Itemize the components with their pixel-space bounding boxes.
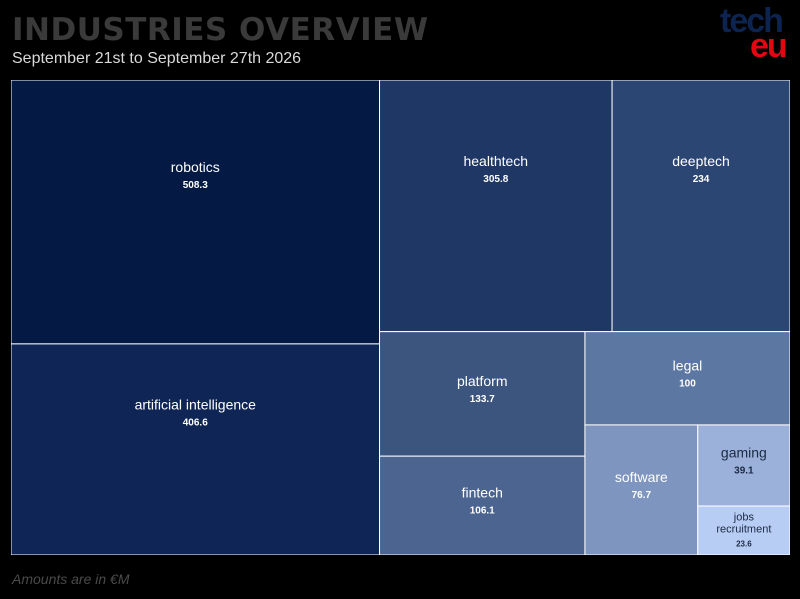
tile-label-jobs-recruitment: recruitment: [716, 524, 771, 536]
tile-label-gaming: gaming: [721, 444, 767, 460]
tile-legal: legal 100: [584, 331, 790, 426]
tile-rect-deeptech: [611, 80, 790, 333]
tile-rect-software: [584, 424, 699, 555]
chart-title: INDUSTRIES OVERVIEW: [12, 12, 429, 48]
tile-label-artificial-intelligence: artificial intelligence: [135, 396, 257, 412]
tile-rect-healthtech: [379, 80, 613, 333]
tile-value-artificial-intelligence: 406.6: [183, 417, 208, 428]
tile-value-jobs-recruitment: 23.6: [736, 540, 752, 549]
tile-value-deeptech: 234: [693, 174, 710, 185]
tile-fintech: fintech 106.1: [379, 455, 586, 555]
chart-subtitle: September 21st to September 27th 2026: [12, 50, 302, 67]
tile-value-software: 76.7: [632, 490, 652, 501]
tile-label-healthtech: healthtech: [463, 153, 528, 169]
tile-label-legal: legal: [673, 357, 703, 373]
tile-gaming: gaming 39.1: [697, 424, 790, 507]
tile-rect-gaming: [697, 424, 790, 507]
tile-label-platform: platform: [457, 373, 508, 389]
tile-label-fintech: fintech: [462, 485, 503, 501]
tile-label-deeptech: deeptech: [672, 153, 730, 169]
logo-line-tech: tech: [720, 2, 784, 40]
treemap-chart: robotics 508.3 artificial intelligence 406.…: [11, 80, 790, 555]
tile-rect-fintech: [379, 455, 586, 555]
tile-deeptech: deeptech 234: [611, 80, 790, 333]
tile-platform: platform 133.7: [379, 331, 586, 457]
tile-rect-robotics: [11, 80, 381, 345]
tile-label-jobs-recruitment: jobs: [733, 512, 755, 524]
tile-value-gaming: 39.1: [734, 465, 754, 476]
tile-robotics: robotics 508.3: [11, 80, 381, 345]
tile-label-software: software: [615, 469, 668, 485]
tile-software: software 76.7: [584, 424, 699, 555]
tile-value-platform: 133.7: [470, 394, 495, 405]
tile-artificial-intelligence: artificial intelligence 406.6: [11, 343, 381, 555]
tile-rect-jobs-recruitment: [697, 505, 790, 555]
tile-rect-artificial-intelligence: [11, 343, 381, 555]
tile-rect-platform: [379, 331, 586, 457]
tile-rect-legal: [584, 331, 790, 426]
tile-value-robotics: 508.3: [183, 180, 208, 191]
tile-healthtech: healthtech 305.8: [379, 80, 613, 333]
tile-value-legal: 100: [679, 378, 696, 389]
tile-label-robotics: robotics: [171, 159, 220, 175]
tile-value-healthtech: 305.8: [483, 174, 508, 185]
tile-value-fintech: 106.1: [470, 506, 495, 517]
amounts-footnote: Amounts are in €M: [12, 571, 130, 587]
logo-line-eu: eu: [750, 27, 788, 65]
tech-eu-logo: tech eu: [716, 2, 792, 65]
